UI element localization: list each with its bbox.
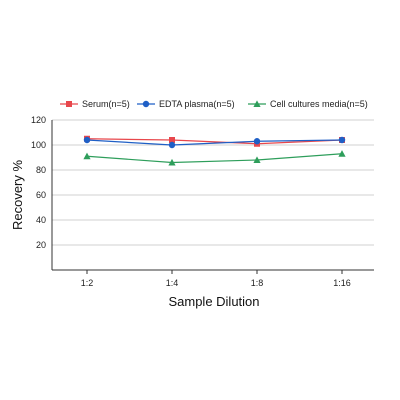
legend-label: Serum(n=5) bbox=[82, 99, 130, 109]
grid-layer bbox=[52, 119, 374, 246]
data-point bbox=[253, 156, 261, 163]
axis-layer: 20 40 60 80 100 120 1:2 1:4 1:8 1:16 bbox=[31, 115, 374, 288]
y-tick-label: 60 bbox=[36, 190, 46, 200]
data-point bbox=[83, 152, 91, 160]
legend-label: Cell cultures media(n=5) bbox=[270, 99, 368, 109]
y-axis-label: Recovery % bbox=[10, 160, 25, 231]
series-layer bbox=[83, 135, 346, 166]
y-tick-label: 120 bbox=[31, 115, 46, 125]
data-point bbox=[338, 136, 346, 144]
data-point bbox=[168, 141, 176, 149]
data-point bbox=[253, 138, 261, 145]
legend-marker bbox=[253, 100, 261, 107]
y-tick-label: 100 bbox=[31, 140, 46, 150]
x-tick-label: 1:8 bbox=[251, 278, 264, 288]
legend: Serum(n=5) EDTA plasma(n=5) Cell cultures … bbox=[60, 99, 368, 109]
data-point bbox=[338, 150, 346, 157]
x-axis-label: Sample Dilution bbox=[168, 294, 259, 309]
y-tick-label: 20 bbox=[36, 240, 46, 250]
series-line bbox=[86, 138, 343, 145]
data-point bbox=[169, 137, 175, 143]
y-tick-label: 80 bbox=[36, 165, 46, 175]
legend-label: EDTA plasma(n=5) bbox=[159, 99, 235, 109]
x-tick-label: 1:2 bbox=[81, 278, 94, 288]
series-line bbox=[86, 153, 343, 164]
data-point bbox=[168, 158, 176, 166]
legend-marker bbox=[66, 101, 72, 107]
y-tick-label: 40 bbox=[36, 215, 46, 225]
x-tick-label: 1:4 bbox=[166, 278, 179, 288]
series-line bbox=[86, 139, 343, 146]
x-tick-label: 1:16 bbox=[333, 278, 351, 288]
legend-marker bbox=[142, 100, 150, 108]
data-point bbox=[83, 136, 91, 144]
